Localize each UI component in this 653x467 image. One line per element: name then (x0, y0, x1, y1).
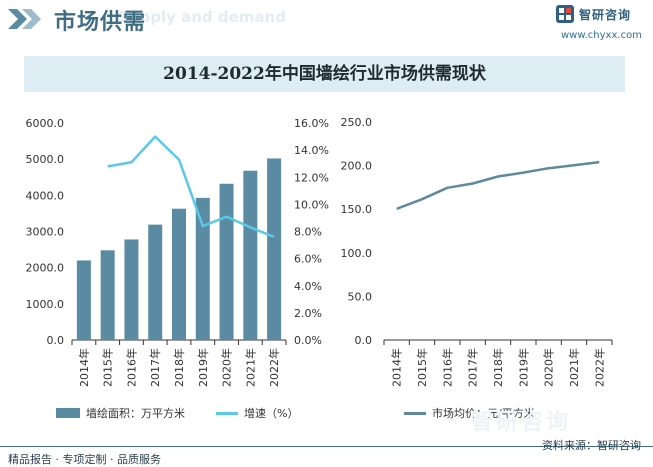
y-left-tick-label: 6000.0 (26, 117, 65, 130)
footer-divider (0, 446, 653, 447)
x-tick-label: 2016年 (124, 348, 138, 387)
watermark-text: 智研咨询 (471, 410, 572, 435)
legend-item-area: 墙绘面积：万平方米 (56, 405, 185, 421)
bar (100, 250, 115, 340)
brand-name: 智研咨询 (579, 8, 632, 22)
chart-title-band: 2014-2022年中国墙绘行业市场供需现状 (24, 56, 625, 92)
bar (219, 183, 234, 340)
y-tick-label: 150.0 (341, 203, 373, 216)
y-right-tick-label: 8.0% (294, 226, 322, 239)
x-tick-label: 2015年 (101, 348, 115, 387)
footer-tagline: 精品报告 · 专项定制 · 品质服务 (8, 453, 161, 466)
y-tick-label: 0.0 (355, 334, 373, 347)
page-header: Supply and demand 市场供需 智研咨询 www.chyxx.co… (0, 0, 653, 41)
y-tick-label: 100.0 (341, 247, 373, 260)
legend-item-price: 市场均价：元/平方米 (404, 405, 535, 421)
y-left-tick-label: 2000.0 (26, 262, 65, 275)
y-left-tick-label: 0.0 (47, 334, 65, 347)
brand-logo-icon (556, 5, 574, 23)
x-tick-label: 2022年 (267, 348, 281, 387)
legend-price-swatch (404, 411, 426, 415)
bar (148, 224, 163, 340)
legend-item-growth: 增速（%） (216, 405, 298, 421)
source-note: 资料来源：智研咨询 (542, 439, 641, 452)
legend-area-label: 墙绘面积：万平方米 (86, 407, 185, 420)
y-tick-label: 50.0 (348, 290, 373, 303)
x-tick-label: 2021年 (567, 348, 581, 387)
y-right-tick-label: 4.0% (294, 280, 322, 293)
x-tick-label: 2017年 (148, 348, 162, 387)
x-tick-label: 2014年 (390, 348, 404, 387)
x-tick-label: 2018年 (491, 348, 505, 387)
page-section-title: 市场供需 (54, 10, 147, 35)
y-left-tick-label: 3000.0 (26, 226, 65, 239)
bar (267, 158, 282, 340)
x-tick-label: 2019年 (516, 348, 530, 387)
x-tick-label: 2015年 (415, 348, 429, 387)
y-right-tick-label: 10.0% (294, 198, 329, 211)
x-tick-label: 2022年 (592, 348, 606, 387)
x-tick-label: 2017年 (466, 348, 480, 387)
y-left-tick-label: 4000.0 (26, 189, 65, 202)
legend-growth-label: 增速（%） (244, 407, 299, 420)
y-right-tick-label: 12.0% (294, 171, 329, 184)
y-tick-label: 200.0 (341, 160, 373, 173)
growth-series-line (107, 135, 275, 239)
x-tick-label: 2020年 (220, 348, 234, 387)
x-tick-label: 2018年 (172, 348, 186, 387)
header-ghost-text: Supply and demand (118, 8, 286, 26)
bar (195, 197, 210, 340)
y-right-tick-label: 16.0% (294, 117, 329, 130)
x-tick-label: 2020年 (542, 348, 556, 387)
y-right-tick-label: 6.0% (294, 253, 322, 266)
x-tick-label: 2014年 (77, 348, 91, 387)
price-series-line (396, 160, 600, 210)
bar (243, 170, 258, 340)
y-right-tick-label: 2.0% (294, 307, 322, 320)
y-left-tick-label: 5000.0 (26, 153, 65, 166)
double-chevron-icon (8, 9, 41, 29)
bar (124, 239, 139, 340)
brand-url: www.chyxx.com (561, 30, 642, 41)
x-tick-label: 2019年 (196, 348, 210, 387)
bar (172, 208, 186, 340)
legend-bar-swatch (56, 408, 80, 418)
y-left-tick-label: 1000.0 (26, 298, 65, 311)
y-tick-label: 250.0 (341, 116, 373, 129)
legend-growth-swatch (216, 411, 238, 415)
y-right-tick-label: 14.0% (294, 144, 329, 157)
bar (76, 260, 91, 340)
x-tick-label: 2021年 (243, 348, 257, 387)
legend-price-label: 市场均价：元/平方米 (432, 407, 535, 420)
chart-title: 2014-2022年中国墙绘行业市场供需现状 (163, 64, 486, 84)
x-tick-label: 2016年 (440, 348, 454, 387)
y-right-tick-label: 0.0% (294, 334, 322, 347)
